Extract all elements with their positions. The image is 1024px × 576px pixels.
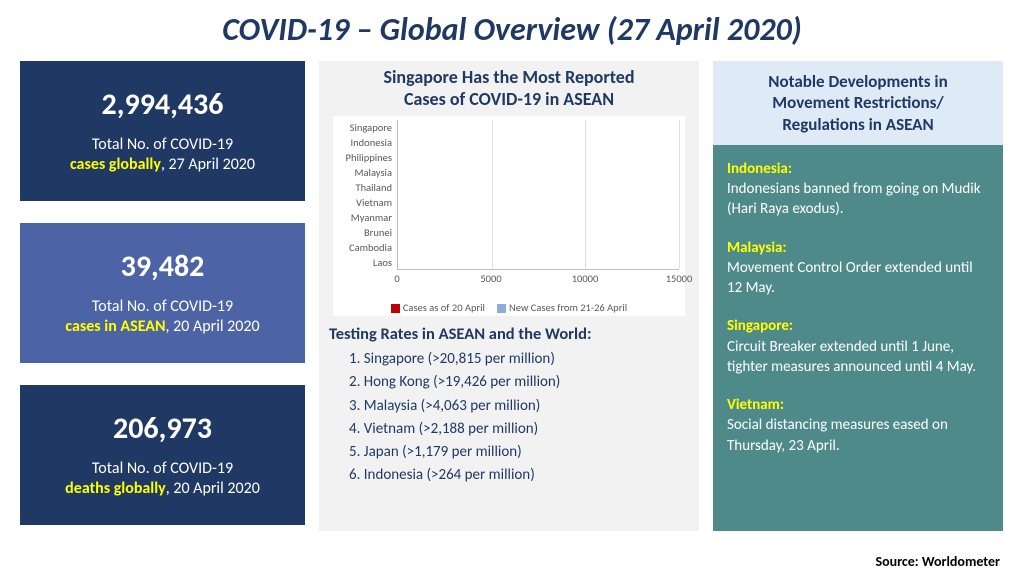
testing-item: Malaysia (>4,063 per million) [349,395,689,418]
development-item: Vietnam:Social distancing measures eased… [727,395,989,456]
testing-item: Singapore (>20,815 per million) [349,348,689,371]
stat-desc: Total No. of COVID-19 cases globally, 27… [34,135,291,175]
stat-card-cases-global: 2,994,436 Total No. of COVID-19 cases gl… [20,61,305,201]
testing-item: Japan (>1,179 per million) [349,441,689,464]
stat-desc: Total No. of COVID-19 deaths globally, 2… [34,459,291,499]
testing-item: Vietnam (>2,188 per million) [349,418,689,441]
developments-body: Indonesia:Indonesians banned from going … [713,145,1003,531]
developments-column: Notable Developments in Movement Restric… [713,61,1003,531]
development-item: Indonesia:Indonesians banned from going … [727,159,989,220]
chart-title: Singapore Has the Most Reported Cases of… [329,67,689,110]
page-title: COVID-19 – Global Overview (27 April 202… [20,10,1004,49]
testing-item: Hong Kong (>19,426 per million) [349,371,689,394]
stats-column: 2,994,436 Total No. of COVID-19 cases gl… [20,61,305,531]
chart-column: Singapore Has the Most Reported Cases of… [319,61,699,531]
testing-heading: Testing Rates in ASEAN and the World: [329,324,689,344]
testing-list: Singapore (>20,815 per million)Hong Kong… [329,348,689,488]
y-axis-labels: SingaporeIndonesiaPhilippinesMalaysiaTha… [333,120,395,270]
stat-value: 39,482 [34,248,291,285]
testing-item: Indonesia (>264 per million) [349,464,689,487]
stat-value: 206,973 [34,410,291,447]
slide-root: COVID-19 – Global Overview (27 April 202… [0,0,1024,576]
development-item: Singapore:Circuit Breaker extended until… [727,316,989,377]
stat-card-deaths-global: 206,973 Total No. of COVID-19 deaths glo… [20,385,305,525]
plot-area [397,120,679,270]
bar-chart: SingaporeIndonesiaPhilippinesMalaysiaTha… [333,116,685,316]
stat-value: 2,994,436 [34,86,291,123]
source-label: Source: Worldometer [875,553,1000,570]
development-item: Malaysia:Movement Control Order extended… [727,238,989,299]
testing-rates: Testing Rates in ASEAN and the World: Si… [329,324,689,488]
stat-card-cases-asean: 39,482 Total No. of COVID-19 cases in AS… [20,223,305,363]
chart-legend: Cases as of 20 AprilNew Cases from 21-26… [333,301,685,314]
columns: 2,994,436 Total No. of COVID-19 cases gl… [20,61,1004,531]
stat-desc: Total No. of COVID-19 cases in ASEAN, 20… [34,297,291,337]
x-axis-labels: 050001000015000 [397,272,679,286]
developments-heading: Notable Developments in Movement Restric… [713,61,1003,145]
